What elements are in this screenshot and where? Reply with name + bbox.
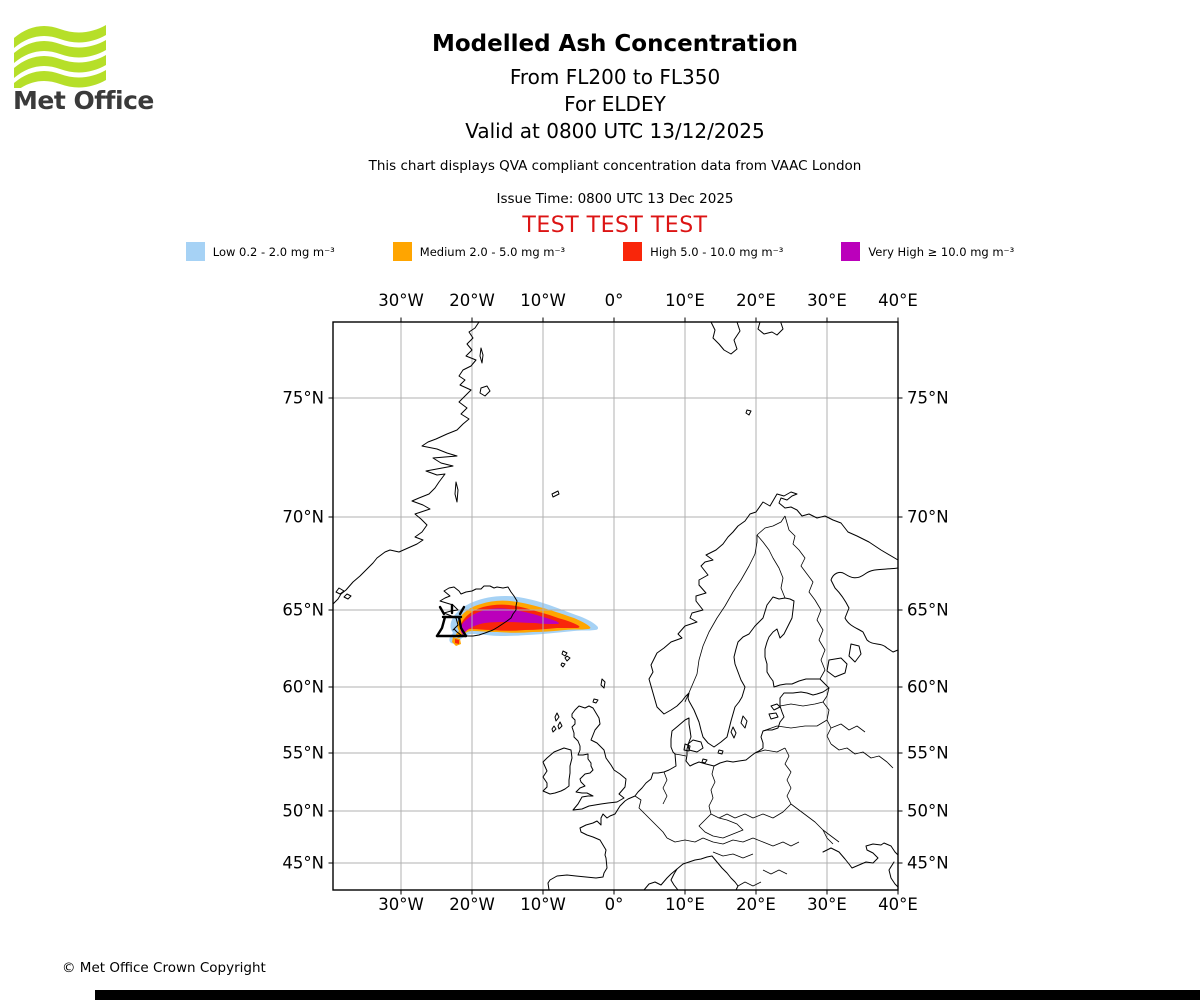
lat-label-left: 60°N: [282, 677, 324, 697]
legend-swatch: [841, 242, 861, 261]
lat-label-right: 45°N: [907, 853, 949, 873]
issue-time: Issue Time: 0800 UTC 13 Dec 2025: [496, 191, 734, 207]
lat-label-right: 75°N: [907, 388, 949, 408]
lon-label-bottom: 20°E: [736, 895, 776, 914]
lat-label-left: 45°N: [282, 853, 324, 873]
lon-label-top: 10°W: [520, 291, 566, 310]
met-office-logo-text: Met Office: [13, 86, 154, 115]
lat-label-left: 65°N: [282, 600, 324, 620]
lat-label-right: 55°N: [907, 743, 949, 763]
bottom-bar: [95, 990, 1200, 1000]
legend-label: Medium 2.0 - 5.0 mg m⁻³: [419, 244, 566, 259]
country-borders: [634, 515, 894, 887]
flight-level-subtitle: From FL200 to FL350: [509, 65, 721, 89]
lon-label-bottom: 10°W: [520, 895, 566, 914]
lon-label-bottom: 30°E: [807, 895, 847, 914]
lat-label-left: 70°N: [282, 507, 324, 527]
volcano-eruption-icon: [435, 603, 468, 638]
latitude-longitude-grid: [333, 322, 898, 890]
lon-label-top: 20°E: [736, 291, 776, 310]
valid-time-subtitle: Valid at 0800 UTC 13/12/2025: [465, 119, 765, 143]
legend-label: Low 0.2 - 2.0 mg m⁻³: [212, 244, 335, 259]
lat-label-right: 50°N: [907, 801, 949, 821]
map-area: [328, 317, 903, 895]
test-banner: TEST TEST TEST: [522, 213, 708, 238]
ash-plume-very-high: [460, 608, 559, 635]
lon-label-top: 0°: [604, 291, 624, 310]
copyright-text: © Met Office Crown Copyright: [62, 960, 266, 976]
lon-label-bottom: 40°E: [878, 895, 918, 914]
lat-label-right: 60°N: [907, 677, 949, 697]
lat-label-left: 50°N: [282, 801, 324, 821]
axis-ticks: [328, 317, 903, 895]
met-office-logo: [14, 22, 114, 93]
lon-label-bottom: 30°W: [378, 895, 424, 914]
lon-label-bottom: 10°E: [665, 895, 705, 914]
lon-label-top: 30°W: [378, 291, 424, 310]
lat-label-right: 65°N: [907, 600, 949, 620]
lon-label-top: 40°E: [878, 291, 918, 310]
lon-label-bottom: 0°: [604, 895, 624, 914]
lon-label-top: 30°E: [807, 291, 847, 310]
legend-swatch: [623, 242, 643, 261]
coastlines: [332, 321, 899, 891]
met-office-waves-icon: [14, 25, 106, 93]
page-title: Modelled Ash Concentration: [431, 31, 799, 57]
lon-label-top: 10°E: [665, 291, 705, 310]
legend-label: High 5.0 - 10.0 mg m⁻³: [650, 244, 784, 259]
legend-swatch: [185, 242, 205, 261]
lon-label-bottom: 20°W: [449, 895, 495, 914]
lat-label-left: 75°N: [282, 388, 324, 408]
legend-swatch: [392, 242, 412, 261]
lat-label-right: 70°N: [907, 507, 949, 527]
legend-label: Very High ≥ 10.0 mg m⁻³: [868, 244, 1015, 259]
map-frame: [332, 321, 899, 891]
legend-item: Low 0.2 - 2.0 mg m⁻³: [185, 242, 335, 261]
legend-item: Very High ≥ 10.0 mg m⁻³: [841, 242, 1014, 261]
qva-description: This chart displays QVA compliant concen…: [368, 158, 862, 174]
ash-map: [328, 317, 903, 895]
volcano-subtitle: For ELDEY: [564, 92, 666, 116]
legend-item: Medium 2.0 - 5.0 mg m⁻³: [392, 242, 566, 261]
legend-item: High 5.0 - 10.0 mg m⁻³: [623, 242, 783, 261]
lon-label-top: 20°W: [449, 291, 495, 310]
lat-label-left: 55°N: [282, 743, 324, 763]
concentration-legend: Low 0.2 - 2.0 mg m⁻³ Medium 2.0 - 5.0 mg …: [0, 242, 1200, 261]
